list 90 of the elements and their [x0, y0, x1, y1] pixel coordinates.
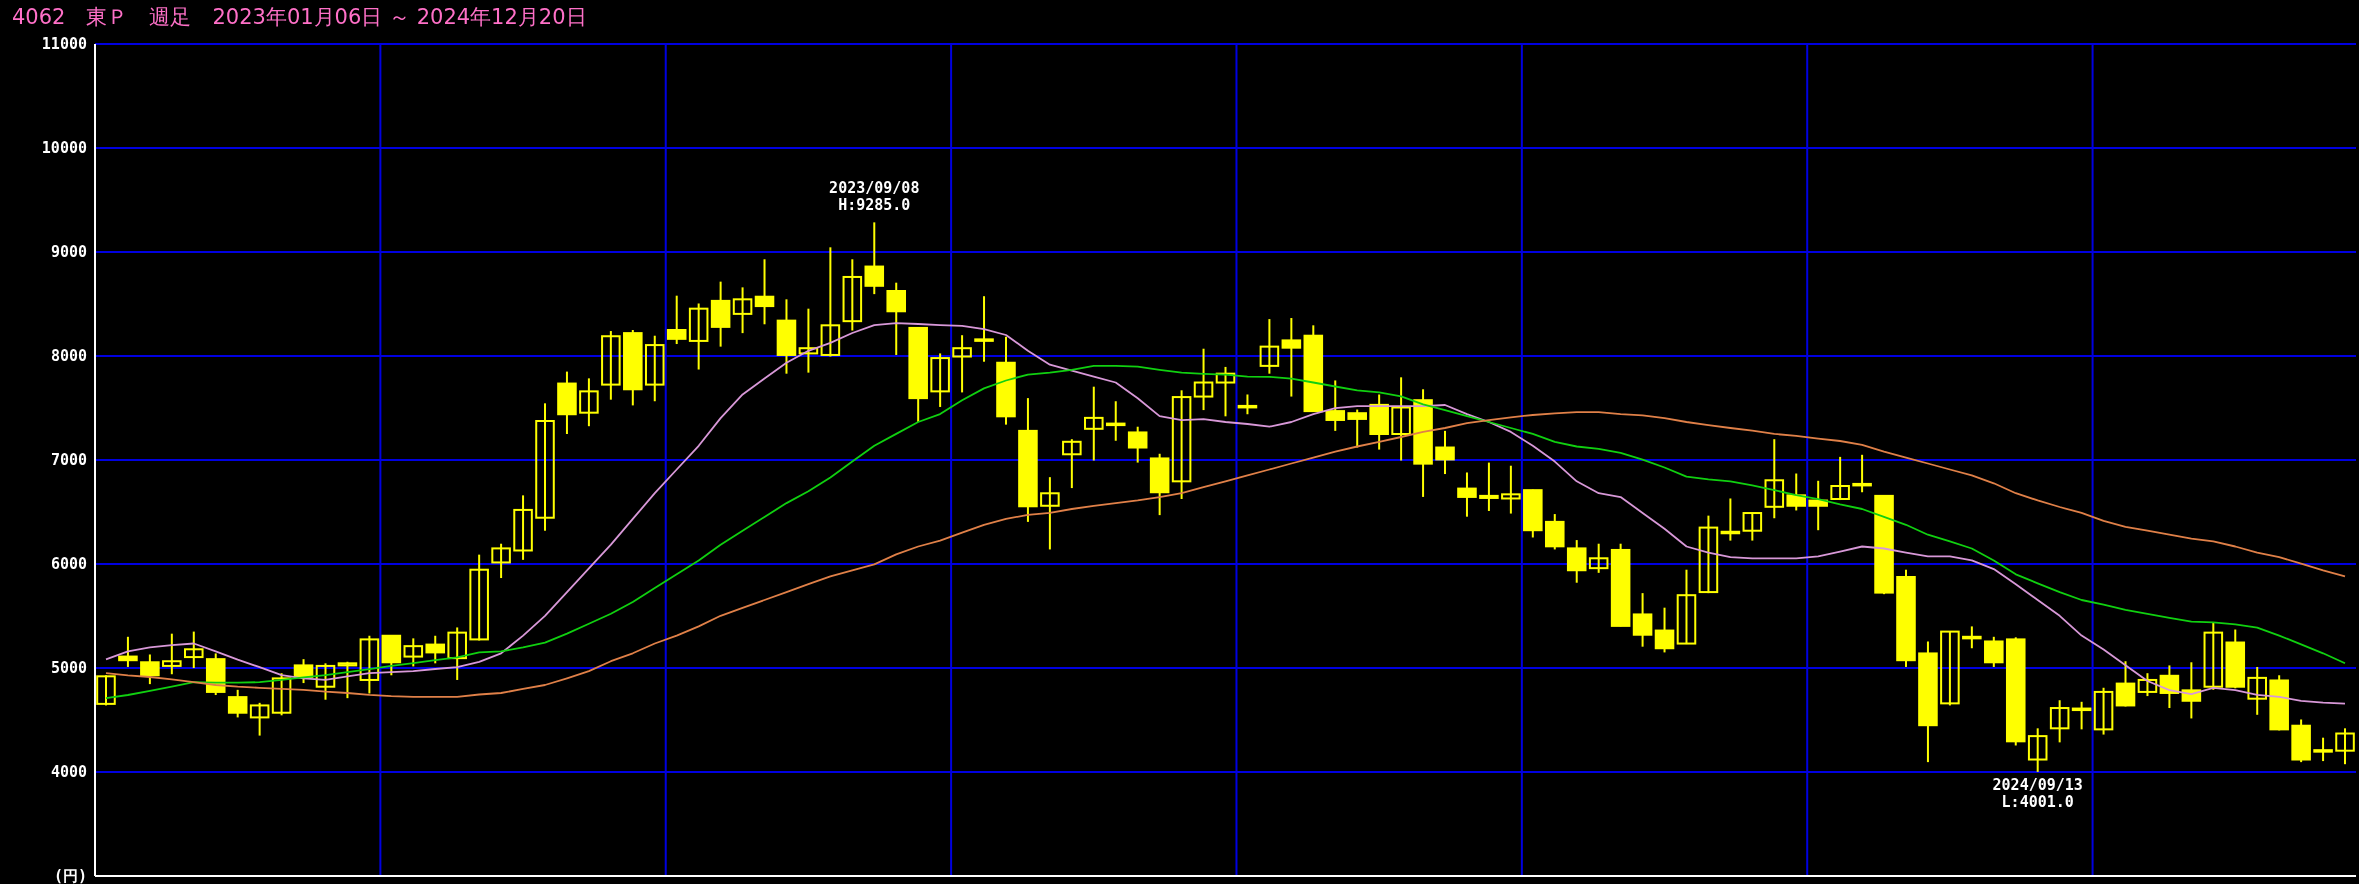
candlestick — [1347, 408, 1367, 449]
candlestick — [1984, 635, 2004, 668]
candlestick — [798, 307, 819, 374]
candlestick — [1391, 376, 1411, 462]
y-tick-label: 7000 — [50, 451, 87, 469]
candlestick — [1764, 438, 1785, 520]
candlestick — [1281, 317, 1302, 398]
candlestick — [1127, 425, 1148, 464]
candlestick — [1062, 438, 1082, 490]
candlestick — [513, 494, 533, 561]
candlestick — [227, 688, 248, 719]
candlestick — [535, 402, 555, 532]
candlestick — [1237, 393, 1258, 416]
candlestick — [864, 221, 885, 296]
y-tick-label: 8000 — [50, 347, 87, 365]
candlestick — [1105, 400, 1126, 442]
candlestick — [1259, 318, 1280, 375]
candlestick — [732, 286, 753, 335]
candlestick — [1457, 471, 1477, 518]
candlestick — [1588, 542, 1609, 574]
candlestick — [1720, 497, 1741, 542]
y-tick-label: 11000 — [41, 35, 87, 53]
candlestick — [337, 660, 358, 700]
candlestick — [2137, 672, 2158, 698]
candlestick — [930, 352, 950, 408]
candlestick — [140, 653, 160, 686]
candlestick — [886, 281, 907, 356]
candlestick — [2247, 665, 2267, 716]
candlestick — [1193, 347, 1214, 412]
candlestick — [1654, 606, 1675, 654]
candlestick — [1698, 514, 1719, 595]
candlestick — [249, 701, 270, 737]
candlestick — [1501, 464, 1521, 515]
candlestick — [2093, 686, 2114, 736]
candlestick — [1962, 625, 1982, 650]
candlestick — [96, 674, 116, 707]
annotation: 2023/09/08 H:9285.0 — [829, 179, 920, 215]
candlestick — [974, 295, 994, 363]
candlestick — [469, 553, 489, 642]
candlestick — [293, 658, 314, 685]
candlestick — [952, 334, 972, 394]
candlestick — [2071, 700, 2092, 731]
candlestick — [666, 294, 687, 346]
candlestick — [447, 626, 467, 681]
y-tick-label: 6000 — [50, 555, 87, 573]
candlestick — [1632, 592, 1653, 648]
candlestick — [403, 637, 424, 668]
candlestick — [1084, 385, 1104, 462]
candlestick — [2027, 727, 2048, 773]
y-tick-label: 5000 — [50, 659, 87, 677]
candlestick — [1435, 429, 1455, 476]
title: 4062 東Ｐ 週足 2023年01月06日 ～ 2024年12月20日 — [12, 5, 587, 29]
candlestick — [2203, 621, 2224, 691]
candlestick — [2313, 736, 2333, 763]
candlestick — [1786, 472, 1807, 512]
candlestick — [601, 330, 621, 401]
candlestick — [1940, 630, 1960, 707]
candlestick — [842, 258, 863, 332]
candlestick — [579, 377, 599, 428]
candlestick — [1040, 476, 1060, 551]
candlestick — [118, 635, 138, 668]
candlestick — [754, 258, 775, 326]
candlestick — [162, 632, 182, 676]
candlestick — [1171, 389, 1192, 500]
candlestick — [1479, 461, 1499, 512]
y-tick-label: (円) — [53, 867, 87, 884]
candlestick — [359, 634, 380, 695]
candlestick — [1808, 479, 1828, 532]
candlestick — [315, 662, 336, 701]
candlestick — [1830, 455, 1850, 502]
candlestick — [1325, 379, 1346, 432]
candlestick — [1676, 568, 1697, 646]
candlestick — [2115, 660, 2136, 708]
candlestick — [491, 542, 511, 580]
candlestick — [1742, 511, 1763, 542]
candlestick — [2049, 699, 2070, 744]
candlestick — [1215, 365, 1236, 418]
y-tick-label: 4000 — [50, 763, 87, 781]
candlestick — [1852, 453, 1872, 494]
candlestick — [271, 672, 292, 717]
candlestick — [1566, 539, 1587, 584]
candlestick — [644, 334, 665, 403]
candlestick — [820, 246, 841, 358]
y-tick-label: 9000 — [50, 243, 87, 261]
candlestick — [2335, 727, 2355, 766]
annotation: 2024/09/13 L:4001.0 — [1992, 775, 2083, 811]
candlestick — [184, 630, 204, 669]
y-tick-label: 10000 — [41, 139, 87, 157]
candlestick — [688, 302, 709, 371]
candlestick — [425, 634, 446, 665]
